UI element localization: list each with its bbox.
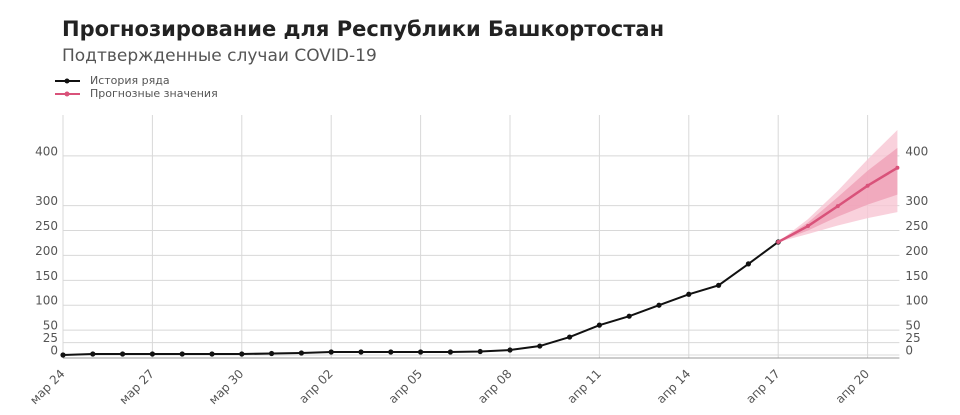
x-tick-label: апр 14 — [654, 367, 694, 407]
data-point — [656, 302, 662, 308]
legend-swatch — [64, 91, 70, 97]
data-point — [745, 261, 752, 267]
data-point — [60, 352, 66, 358]
chart-subtitle: Подтвержденные случаи COVID-19 — [62, 46, 377, 66]
data-point — [686, 291, 692, 297]
x-tick-label: апр 02 — [296, 367, 336, 407]
data-point — [716, 282, 722, 288]
data-point — [806, 224, 810, 229]
data-point — [149, 351, 155, 357]
x-tick-label: апр 17 — [743, 367, 783, 407]
data-point — [477, 348, 483, 355]
y2-tick-label: 50 — [905, 319, 920, 333]
x-tick-label: мар 30 — [206, 367, 246, 407]
data-point — [537, 343, 543, 349]
data-point — [776, 239, 781, 244]
x-tick-label: мар 27 — [117, 367, 157, 407]
data-point — [298, 350, 304, 356]
data-point — [835, 204, 840, 209]
legend-swatch — [64, 78, 70, 84]
data-point — [418, 349, 424, 355]
legend-label: Прогнозные значения — [90, 87, 218, 100]
y2-tick-label: 100 — [905, 294, 928, 308]
y-tick-label: 100 — [35, 294, 58, 308]
data-point — [596, 322, 603, 328]
data-point — [447, 349, 453, 355]
data-point — [328, 349, 334, 355]
y-tick-label: 50 — [43, 319, 58, 333]
x-tick-label: апр 08 — [475, 367, 515, 407]
data-point — [358, 349, 364, 355]
y-tick-label: 200 — [35, 244, 58, 258]
data-point — [120, 351, 126, 357]
x-tick-label: апр 11 — [564, 367, 604, 407]
forecast-band — [778, 129, 898, 242]
y2-tick-label: 0 — [905, 344, 913, 358]
data-point — [895, 165, 900, 170]
y2-tick-label: 300 — [905, 194, 928, 208]
y-tick-label: 150 — [35, 269, 58, 283]
y2-tick-label: 25 — [905, 331, 920, 345]
y2-tick-label: 150 — [905, 269, 928, 283]
y-tick-label: 0 — [50, 344, 58, 358]
data-point — [567, 334, 573, 340]
x-tick-label: апр 20 — [833, 367, 873, 407]
y-tick-label: 400 — [35, 144, 58, 158]
x-tick-label: мар 24 — [27, 367, 67, 407]
data-point — [179, 351, 185, 357]
legend-label: История ряда — [90, 74, 170, 87]
data-point — [388, 349, 394, 355]
y-tick-label: 25 — [43, 331, 58, 345]
data-point — [269, 350, 275, 357]
y-tick-label: 300 — [35, 194, 58, 208]
y2-tick-label: 200 — [905, 244, 928, 258]
data-point — [90, 351, 96, 357]
forecast-band — [778, 147, 898, 242]
data-point — [507, 347, 513, 353]
y2-tick-label: 250 — [905, 219, 928, 233]
y2-tick-label: 400 — [905, 144, 928, 158]
data-point — [239, 351, 245, 357]
y-tick-label: 250 — [35, 219, 58, 233]
data-point — [209, 351, 215, 357]
data-point — [626, 313, 632, 319]
chart-title: Прогнозирование для Республики Башкортос… — [62, 17, 664, 41]
data-point — [865, 183, 870, 188]
x-tick-label: апр 05 — [386, 367, 426, 407]
